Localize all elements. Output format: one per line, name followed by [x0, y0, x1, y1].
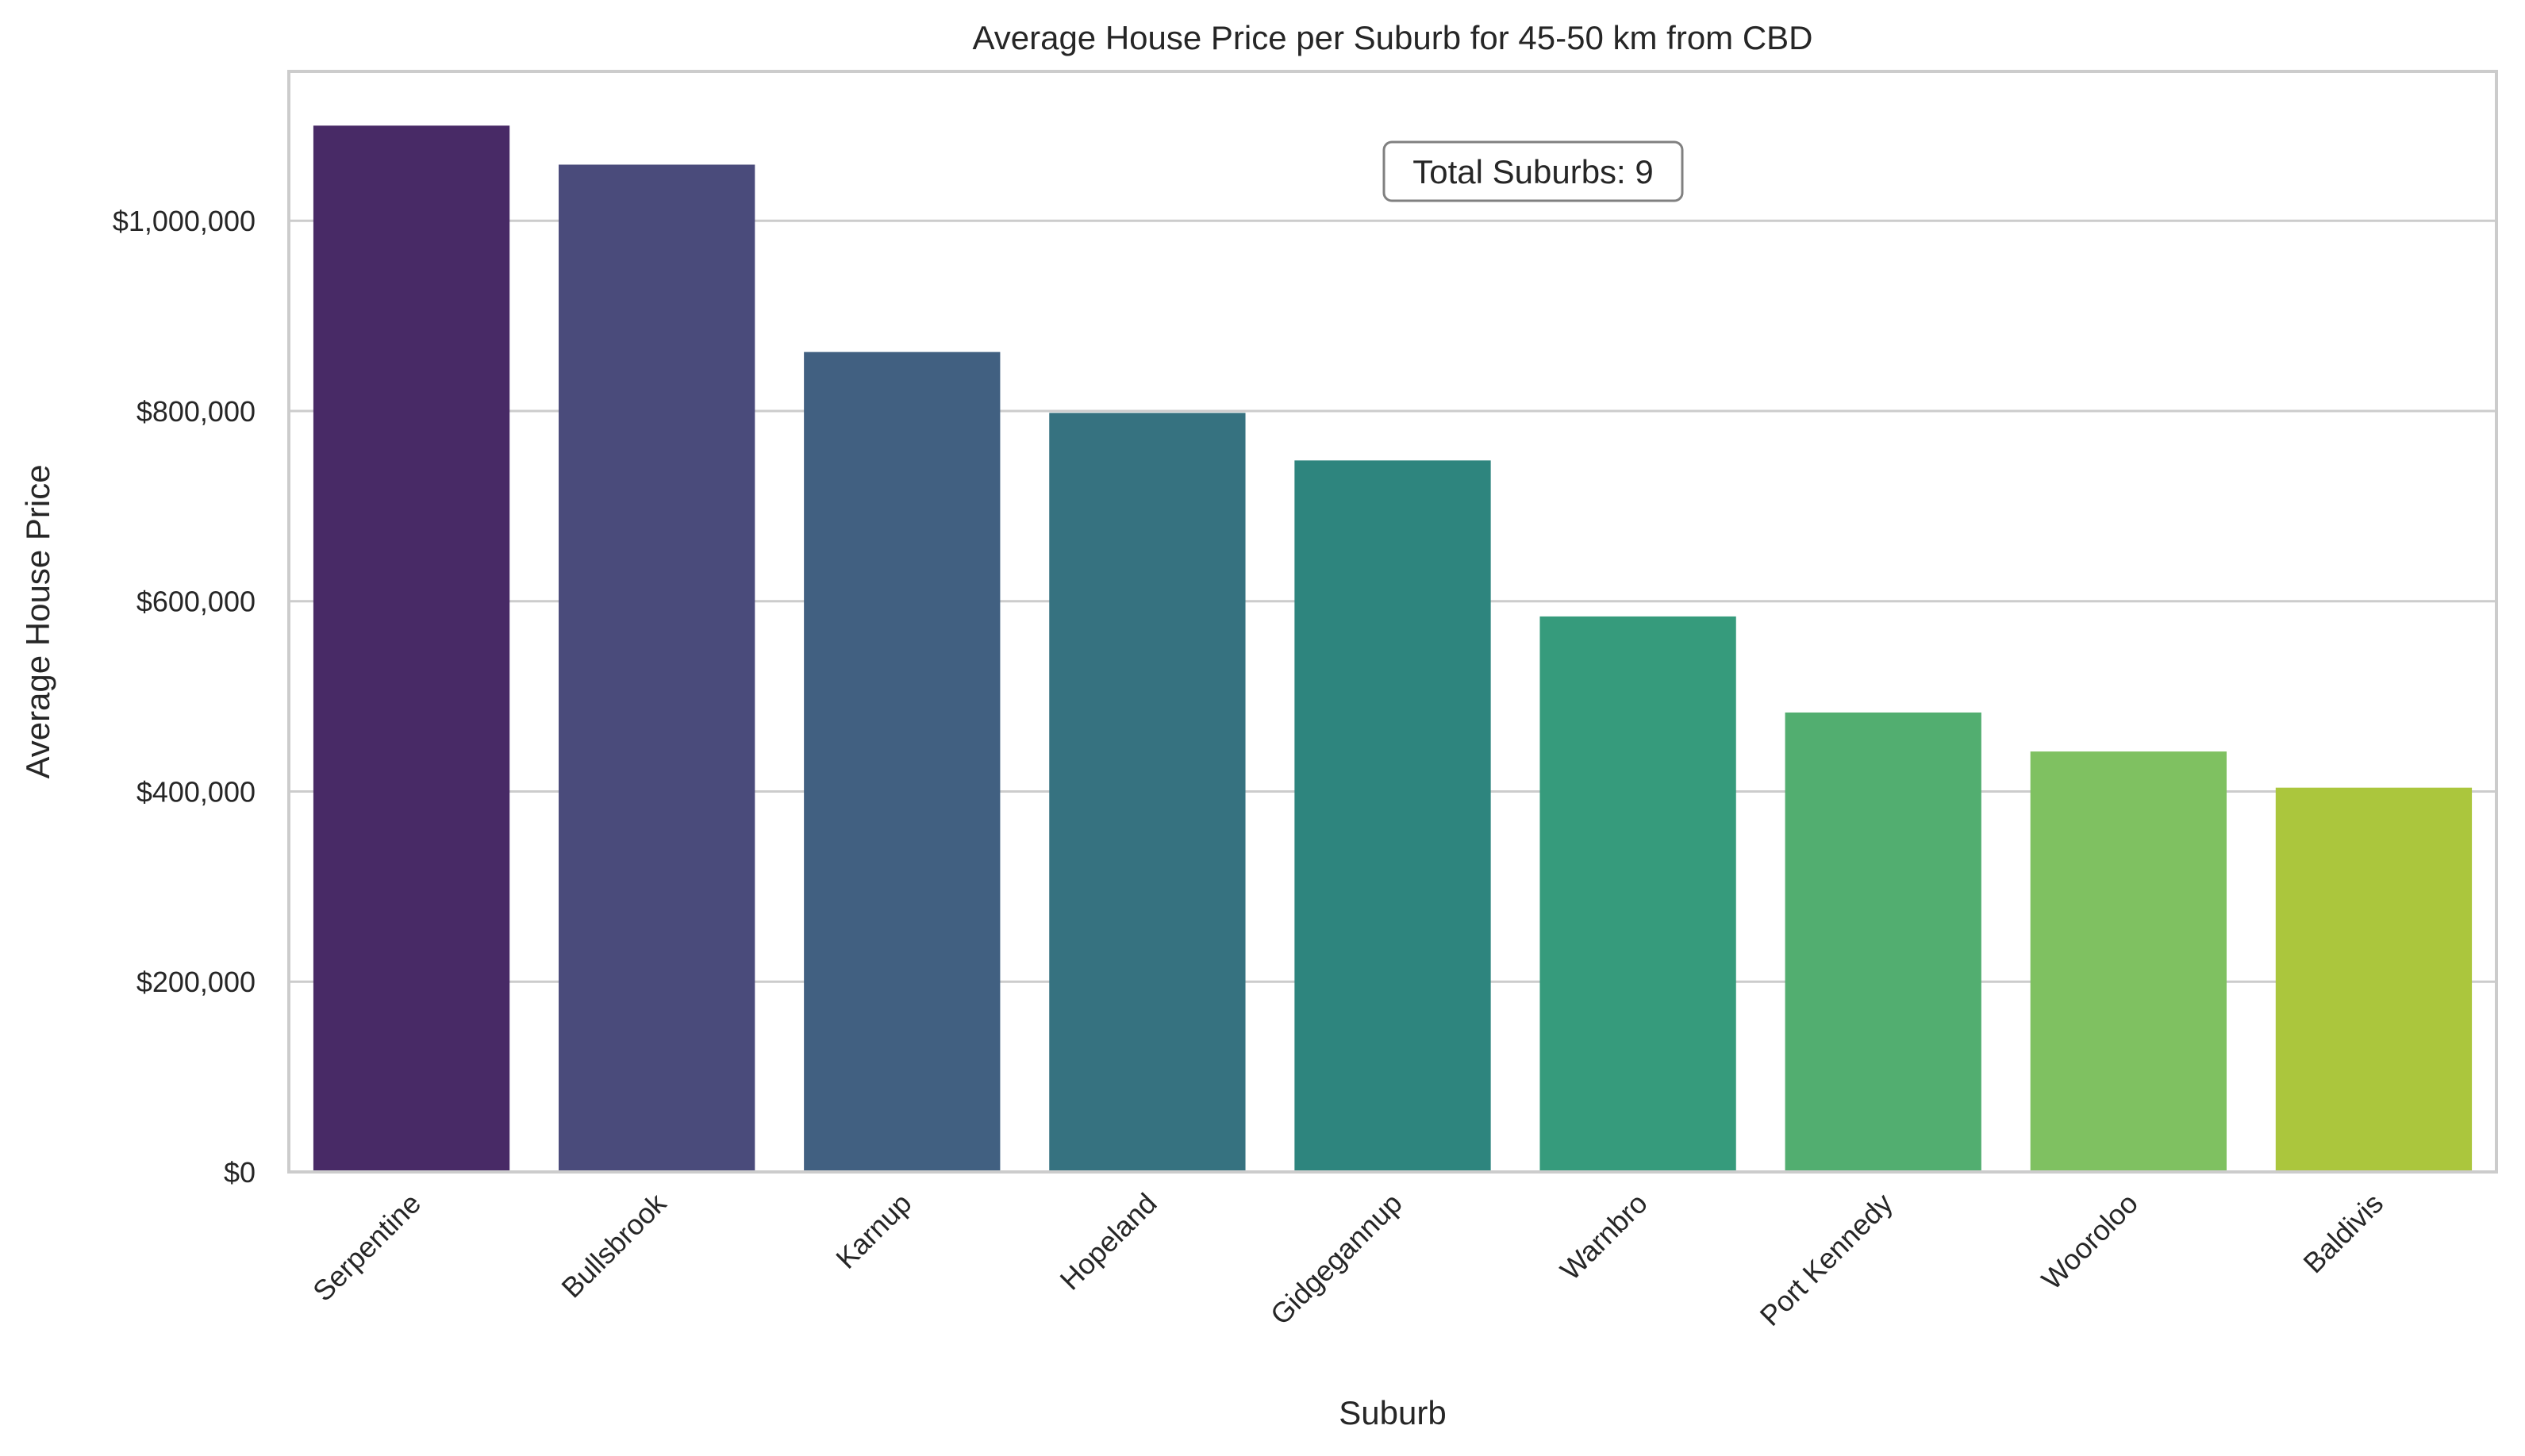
plot-frame [287, 70, 2498, 1174]
bars [313, 125, 2473, 1172]
y-tick-label: $600,000 [136, 586, 256, 618]
annotation-box [1382, 140, 1684, 202]
bar-warnbro [1539, 616, 1736, 1172]
y-tick-label: $200,000 [136, 966, 256, 998]
bar-port-kennedy [1785, 712, 1981, 1172]
bar-baldivis [2275, 787, 2473, 1172]
y-tick-label: $1,000,000 [113, 205, 256, 237]
total-suburbs-annotation: Total Suburbs: 9 [1382, 140, 1684, 202]
x-axis-label: Suburb [1339, 1394, 1446, 1431]
bar-serpentine [313, 125, 510, 1172]
chart-title: Average House Price per Suburb for 45-50… [972, 19, 1812, 56]
y-axis-ticks: $0 $200,000 $400,000 $600,000 $800,000 $1,000… [113, 205, 256, 1189]
y-tick-label: $0 [224, 1156, 256, 1189]
annotation-text: Total Suburbs: 9 [1412, 153, 1654, 190]
bar-hopeland [1049, 413, 1246, 1172]
y-tick-label: $800,000 [136, 395, 256, 428]
bar-gidgegannup [1294, 460, 1491, 1172]
bar-karnup [804, 352, 1001, 1172]
bar-bullsbrook [559, 164, 755, 1172]
y-axis-label: Average House Price [19, 464, 56, 778]
bar-wooroloo [2030, 751, 2227, 1172]
y-tick-label: $400,000 [136, 775, 256, 808]
